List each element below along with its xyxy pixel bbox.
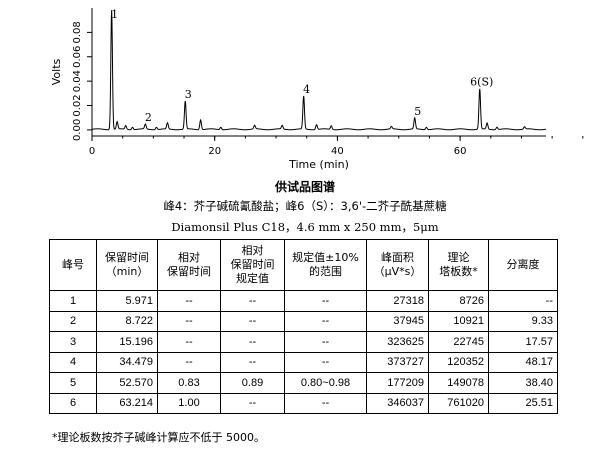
y-tick-label: 0.02 <box>72 94 83 116</box>
table-cell: -- <box>157 310 221 332</box>
table-cell: -- <box>284 351 367 373</box>
peak-label: 2 <box>145 111 152 124</box>
chromatogram-axes: 0 20 40 60 0.00 0.02 0.04 0.06 0.08 Time (min) Vol… <box>50 8 584 171</box>
table-row: 6 63.214 1.00 -- -- 346037 761020 25.51 <box>49 392 558 414</box>
peak-label: 4 <box>303 83 310 96</box>
table-cell: 5.971 <box>96 290 158 312</box>
table-cell: 17.57 <box>488 331 558 353</box>
table-cell: -- <box>284 290 367 312</box>
table-body: 1 5.971 -- -- -- 27318 8726 -- 2 8.722 -- -- -- 37945… <box>49 290 558 414</box>
table-cell: 8726 <box>428 290 489 312</box>
table-cell: -- <box>284 310 367 332</box>
table-cell: 149078 <box>428 372 489 394</box>
peak-parameter-table: 峰号 保留时间 （min） 相对 保留时间 相对 保留时间 规定值 规定值±10% 的范围 峰面积（… <box>49 239 558 414</box>
table-cell: 34.479 <box>96 351 158 373</box>
table-cell: 10921 <box>428 310 489 332</box>
table-cell: -- <box>220 392 285 414</box>
table-cell: -- <box>157 331 221 353</box>
table-cell: 373727 <box>366 351 429 373</box>
table-cell: 177209 <box>366 372 429 394</box>
column-header: 相对 保留时间 <box>157 239 221 291</box>
table-cell: -- <box>220 290 285 312</box>
table-header-row: 峰号 保留时间 （min） 相对 保留时间 相对 保留时间 规定值 规定值±10% 的范围 峰面积（… <box>49 239 558 291</box>
table-cell: 52.570 <box>96 372 158 394</box>
column-header: 规定值±10% 的范围 <box>284 239 367 291</box>
table-cell: -- <box>157 290 221 312</box>
peak-label: 6(S) <box>470 76 493 89</box>
y-tick-label: 0.08 <box>72 21 83 43</box>
column-header: 相对 保留时间 规定值 <box>220 239 285 291</box>
figure-title: 供试品图谱 <box>274 180 335 194</box>
table-cell: 346037 <box>366 392 429 414</box>
y-axis-title: Volts <box>50 58 63 85</box>
table-cell: 8.722 <box>96 310 158 332</box>
table-cell: 4 <box>49 351 97 373</box>
table-row: 2 8.722 -- -- -- 37945 10921 9.33 <box>49 310 558 332</box>
x-tick-label: 20 <box>208 146 221 157</box>
table-cell: 5 <box>49 372 97 394</box>
peak-label: 1 <box>111 8 118 21</box>
peak-labels: 1 2 3 4 5 6(S) <box>111 8 493 124</box>
table-cell: 323625 <box>366 331 429 353</box>
table-cell: 9.33 <box>488 310 558 332</box>
x-tick-label: 40 <box>331 146 344 157</box>
x-tick-label: 0 <box>89 146 95 157</box>
y-tick-label: 0.04 <box>72 70 83 92</box>
table-cell: -- <box>488 290 558 312</box>
column-header: 峰号 <box>49 239 97 291</box>
table-cell: -- <box>220 351 285 373</box>
peak-identification: 峰4：芥子碱硫氰酸盐；峰6（S）：3,6'-二芥子酰基蔗糖 <box>163 199 447 213</box>
table-cell: 27318 <box>366 290 429 312</box>
signal-trace <box>91 10 547 131</box>
table-cell: 1.00 <box>157 392 221 414</box>
table-cell: 15.196 <box>96 331 158 353</box>
x-axis-title: Time (min) <box>288 158 349 171</box>
table-cell: 120352 <box>428 351 489 373</box>
table-cell: 22745 <box>428 331 489 353</box>
column-header: 分离度 <box>488 239 558 291</box>
chromatogram-trace <box>91 10 547 131</box>
column-header: 理论 塔板数* <box>428 239 489 291</box>
table-cell: 1 <box>49 290 97 312</box>
table-row: 3 15.196 -- -- -- 323625 22745 17.57 <box>49 331 558 353</box>
peak-label: 5 <box>414 105 421 118</box>
table-row: 4 34.479 -- -- -- 373727 120352 48.17 <box>49 351 558 373</box>
table-cell: 3 <box>49 331 97 353</box>
table-cell: 25.51 <box>488 392 558 414</box>
table-cell: 6 <box>49 392 97 414</box>
table-cell: -- <box>284 331 367 353</box>
chromatogram: 0 20 40 60 0.00 0.02 0.04 0.06 0.08 Time (min) Vol… <box>50 8 584 171</box>
x-tick-label: 60 <box>454 146 467 157</box>
table-row: 5 52.570 0.83 0.89 0.80~0.98 177209 149078 38.4… <box>49 372 558 394</box>
footnote: *理论板数按芥子碱峰计算应不低于 5000。 <box>52 431 265 444</box>
table-cell: 0.80~0.98 <box>284 372 367 394</box>
table-cell: 48.17 <box>488 351 558 373</box>
table-cell: 0.83 <box>157 372 221 394</box>
table-cell: 761020 <box>428 392 489 414</box>
peak-label: 3 <box>185 88 192 101</box>
table-cell: -- <box>157 351 221 373</box>
y-tick-label: 0.00 <box>72 119 83 141</box>
table-cell: -- <box>284 392 367 414</box>
column-header: 保留时间 （min） <box>96 239 158 291</box>
table-cell: -- <box>220 310 285 332</box>
table-cell: 0.89 <box>220 372 285 394</box>
column-header: 峰面积 （μV*s） <box>366 239 429 291</box>
table-row: 1 5.971 -- -- -- 27318 8726 -- <box>49 290 558 312</box>
y-tick-label: 0.06 <box>72 46 83 68</box>
table-cell: 37945 <box>366 310 429 332</box>
table-cell: 2 <box>49 310 97 332</box>
table-cell: 38.40 <box>488 372 558 394</box>
table-cell: 63.214 <box>96 392 158 414</box>
column-spec: Diamonsil Plus C18，4.6 mm x 250 mm，5μm <box>171 220 439 234</box>
table-cell: -- <box>220 331 285 353</box>
